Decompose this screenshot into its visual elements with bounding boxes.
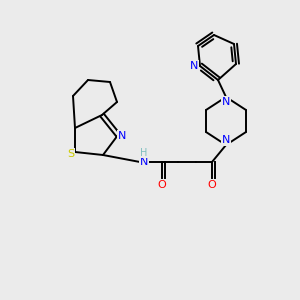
Text: N: N (222, 97, 230, 107)
Text: O: O (208, 180, 216, 190)
Text: N: N (118, 131, 126, 141)
Text: S: S (68, 149, 75, 159)
Text: H: H (140, 148, 148, 158)
Text: N: N (140, 157, 148, 167)
Text: N: N (190, 61, 198, 71)
Text: N: N (222, 135, 230, 145)
Text: O: O (158, 180, 166, 190)
